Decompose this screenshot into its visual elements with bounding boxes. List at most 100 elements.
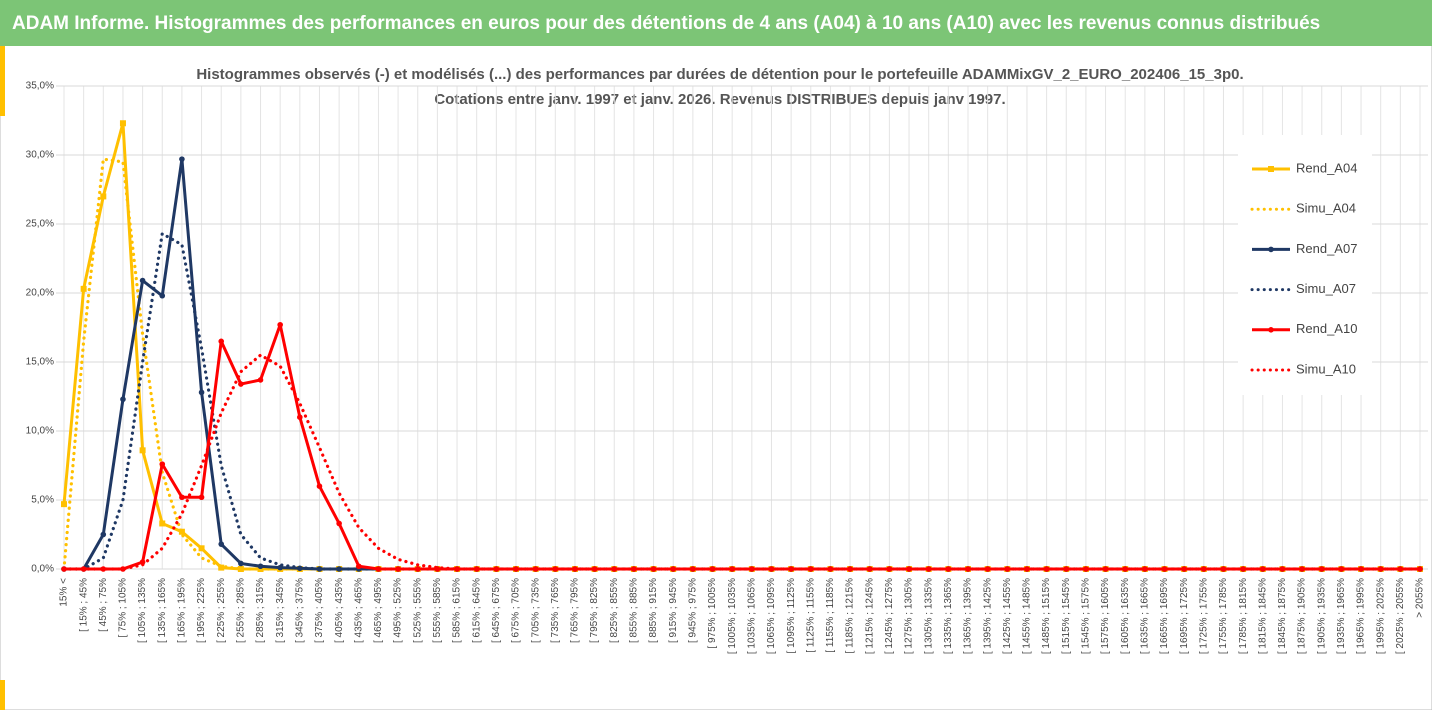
x-tick-label: [ 1875% ; 1905%	[1297, 578, 1308, 654]
point	[984, 566, 991, 572]
point	[257, 377, 264, 383]
x-tick-label: [ 135% ; 165%	[157, 578, 168, 643]
x-tick-label: [ 1905% ; 1935%	[1316, 578, 1327, 654]
point	[807, 566, 814, 572]
y-tick-label: 30,0%	[26, 150, 54, 161]
x-tick-label: [ 105% ; 135%	[137, 578, 148, 643]
x-tick-label: [ 1725% ; 1755%	[1198, 578, 1209, 654]
y-tick-label: 5,0%	[31, 495, 54, 506]
point	[159, 461, 166, 467]
x-tick-label: [ 345% ; 375%	[294, 578, 305, 643]
point	[552, 566, 559, 572]
x-tick-label: [ 1635% ; 1665%	[1140, 578, 1151, 654]
x-tick-label: > 2055%	[1415, 578, 1426, 618]
legend-marker	[1268, 166, 1274, 172]
x-tick-label: [ 495% ; 525%	[393, 578, 404, 643]
x-tick-label: [ 825% ; 855%	[609, 578, 620, 643]
x-tick-label: [ 1095% ; 1125%	[786, 578, 797, 654]
point	[120, 396, 126, 403]
x-tick-label: [ 915% ; 945%	[668, 578, 679, 643]
chart-subtitle: Cotations entre janv. 1997 et janv. 2026…	[434, 91, 1005, 108]
x-tick-label: [ 1965% ; 1995%	[1356, 578, 1367, 654]
point	[179, 494, 185, 501]
legend-box	[1238, 135, 1372, 395]
x-tick-label: [ 405% ; 435%	[334, 578, 345, 643]
point	[1161, 566, 1168, 572]
x-tick-label: [ 1695% ; 1725%	[1179, 578, 1190, 654]
legend-marker	[1268, 327, 1274, 333]
point	[1063, 566, 1070, 572]
header-band	[0, 0, 1432, 46]
y-tick-label: 0,0%	[31, 564, 54, 575]
accent	[0, 680, 5, 710]
point	[257, 563, 264, 570]
x-tick-label: [ 45% ; 75%	[98, 578, 109, 632]
x-tick-label: [ 1785% ; 1815%	[1238, 578, 1249, 654]
point	[709, 566, 716, 572]
x-tick-label: [ 435% ; 465%	[353, 578, 364, 643]
point	[297, 414, 303, 421]
point	[179, 156, 185, 162]
point	[631, 566, 637, 572]
x-tick-label: [ 1575% ; 1605%	[1100, 578, 1111, 654]
point	[198, 545, 205, 552]
x-tick-label: 15% <	[59, 578, 70, 607]
point	[178, 528, 185, 535]
x-tick-label: [ 2025% ; 2055%	[1395, 578, 1406, 654]
point	[277, 321, 283, 328]
point	[119, 120, 126, 127]
y-tick-label: 10,0%	[26, 426, 54, 437]
x-tick-label: [ 645% ; 675%	[491, 578, 502, 643]
point	[198, 494, 205, 501]
y-tick-label: 15,0%	[26, 357, 54, 368]
x-tick-label: [ 1365% ; 1395%	[963, 578, 974, 654]
x-tick-label: [ 15% ; 45%	[78, 578, 89, 632]
point	[61, 501, 67, 508]
point	[355, 563, 362, 570]
x-tick-label: [ 1035% ; 1065%	[746, 578, 757, 654]
x-tick-label: [ 1125% ; 1155%	[805, 578, 816, 653]
x-tick-label: [ 1455% ; 1485%	[1022, 578, 1033, 654]
point	[1338, 566, 1345, 572]
x-tick-label: [ 765% ; 795%	[570, 578, 581, 643]
x-tick-label: [ 1185% ; 1215%	[845, 578, 856, 654]
x-tick-label: [ 1395% ; 1425%	[982, 578, 993, 654]
point	[1083, 566, 1089, 572]
point	[218, 541, 225, 547]
x-tick-label: [ 1425% ; 1455%	[1002, 578, 1013, 654]
x-tick-label: [ 675% ; 705%	[511, 578, 522, 643]
x-tick-label: [ 1935% ; 1965%	[1336, 578, 1347, 654]
point	[375, 566, 382, 572]
point	[238, 381, 244, 387]
legend-label: Rend_A07	[1296, 241, 1357, 256]
point	[218, 338, 225, 345]
legend-label: Simu_A07	[1296, 281, 1356, 296]
x-tick-label: [ 555% ; 585%	[432, 578, 443, 643]
point	[100, 531, 107, 538]
x-tick-label: [ 465% ; 495%	[373, 578, 384, 643]
x-tick-label: [ 735% ; 765%	[550, 578, 561, 643]
legend-label: Simu_A10	[1296, 361, 1356, 376]
x-tick-label: [ 285% ; 315%	[255, 578, 266, 643]
point	[100, 193, 107, 200]
point	[139, 447, 146, 454]
x-tick-label: [ 615% ; 645%	[471, 578, 482, 643]
x-tick-label: [ 1305% ; 1335%	[923, 578, 934, 654]
legend-label: Rend_A10	[1296, 321, 1357, 336]
point	[532, 566, 539, 572]
x-tick-label: [ 795% ; 825%	[589, 578, 600, 643]
x-tick-label: [ 1515% ; 1545%	[1061, 578, 1072, 654]
x-tick-label: [ 885% ; 915%	[648, 578, 659, 643]
x-tick-label: [ 375% ; 405%	[314, 578, 325, 643]
point	[336, 520, 342, 527]
y-tick-label: 20,0%	[26, 288, 54, 299]
header-title: ADAM Informe. Histogrammes des performan…	[12, 13, 1320, 34]
x-tick-label: [ 1215% ; 1245%	[864, 578, 875, 654]
x-tick-label: [ 855% ; 885%	[629, 578, 640, 643]
point	[100, 566, 107, 572]
x-tick-label: [ 525% ; 555%	[412, 578, 423, 643]
x-tick-label: [ 585% ; 615%	[452, 578, 463, 643]
x-tick-label: [ 165% ; 195%	[177, 578, 188, 643]
point	[1259, 566, 1266, 572]
